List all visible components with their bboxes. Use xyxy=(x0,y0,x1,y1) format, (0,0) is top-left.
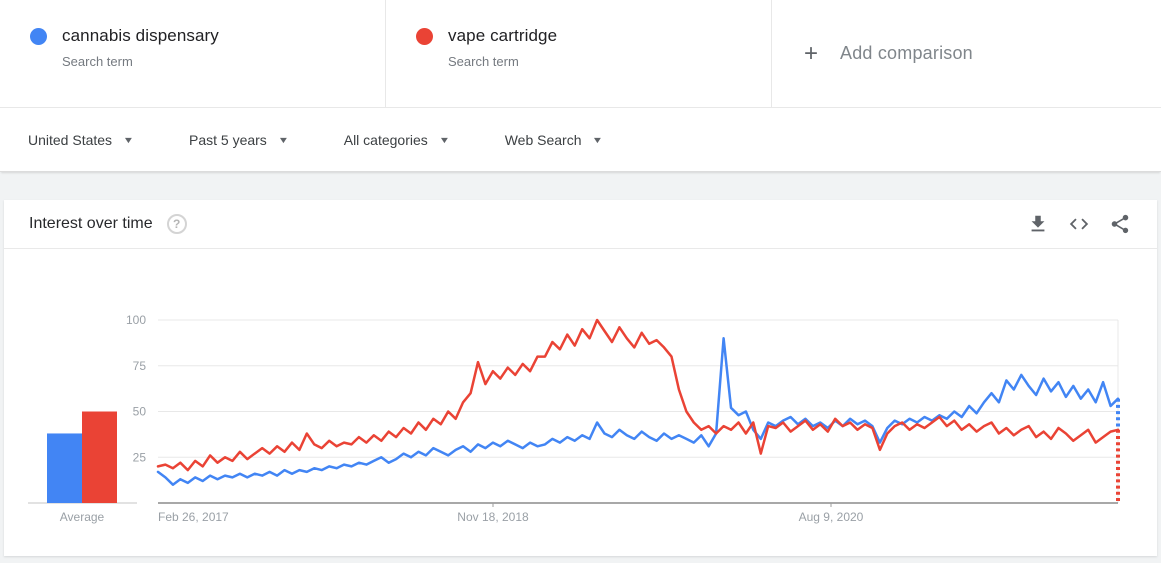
time-range-dropdown[interactable]: Past 5 years ▼ xyxy=(188,131,290,148)
interest-over-time-panel: Interest over time ? 25 50 75 100 Feb 26, 20… xyxy=(4,200,1157,556)
interest-over-time-line-chart: 25 50 75 100 Feb 26, 2017 Nov 18, 2018 Aug 9, … xyxy=(28,313,1120,524)
time-range-label: Past 5 years xyxy=(188,131,267,148)
x-tick-label: Aug 9, 2020 xyxy=(799,510,864,524)
y-tick-label: 50 xyxy=(133,405,147,419)
chevron-down-icon: ▼ xyxy=(438,134,451,145)
search-type-label: Web Search xyxy=(504,131,582,148)
average-label: Average xyxy=(60,510,105,524)
term-card-vape-cartridge[interactable]: vape cartridge Search term xyxy=(386,0,772,107)
term-card-cannabis-dispensary[interactable]: cannabis dispensary Search term xyxy=(0,0,386,107)
region-label: United States xyxy=(28,131,113,148)
panel-header: Interest over time ? xyxy=(4,200,1157,249)
chevron-down-icon: ▼ xyxy=(277,134,290,145)
comparison-bar: cannabis dispensary Search term vape car… xyxy=(0,0,1161,108)
term-label: cannabis dispensary xyxy=(62,26,219,45)
average-bar-vape-cartridge xyxy=(82,411,117,503)
y-tick-label: 100 xyxy=(126,313,146,327)
chevron-down-icon: ▼ xyxy=(122,134,135,145)
filter-bar: United States ▼ Past 5 years ▼ All categ… xyxy=(0,108,1161,172)
panel-actions xyxy=(1027,213,1131,235)
add-comparison-label: Add comparison xyxy=(840,43,973,63)
x-tick-label: Nov 18, 2018 xyxy=(457,510,529,524)
term-type-label: Search term xyxy=(62,54,133,69)
share-icon[interactable] xyxy=(1109,213,1131,235)
chevron-down-icon: ▼ xyxy=(592,134,604,145)
term-color-dot-icon xyxy=(416,27,433,45)
embed-icon[interactable] xyxy=(1068,213,1090,235)
x-tick-label: Feb 26, 2017 xyxy=(158,510,229,524)
series-line-vape-cartridge xyxy=(156,318,1120,472)
region-dropdown[interactable]: United States ▼ xyxy=(28,131,135,148)
series-line-cannabis-dispensary xyxy=(156,337,1120,486)
y-tick-label: 25 xyxy=(133,450,147,464)
help-icon[interactable]: ? xyxy=(166,214,187,234)
term-color-dot-icon xyxy=(30,27,47,45)
y-tick-label: 75 xyxy=(133,359,147,373)
download-icon[interactable] xyxy=(1027,213,1049,235)
search-type-dropdown[interactable]: Web Search ▼ xyxy=(504,131,604,148)
term-label: vape cartridge xyxy=(448,26,558,45)
plus-icon: + xyxy=(804,39,819,67)
add-comparison-button[interactable]: + Add comparison xyxy=(772,0,1161,107)
category-label: All categories xyxy=(343,131,428,148)
term-type-label: Search term xyxy=(448,54,519,69)
average-bar-cannabis-dispensary xyxy=(47,433,82,503)
category-dropdown[interactable]: All categories ▼ xyxy=(343,131,451,148)
panel-title: Interest over time xyxy=(29,215,153,232)
